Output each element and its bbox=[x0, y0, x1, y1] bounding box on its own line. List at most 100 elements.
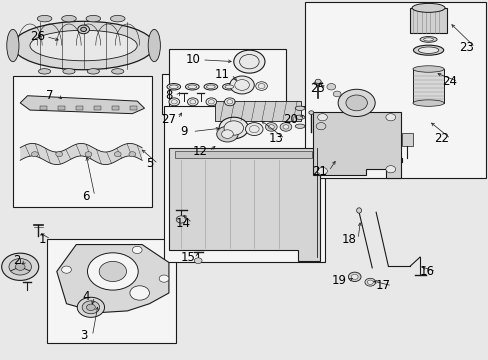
Text: 5: 5 bbox=[145, 157, 153, 170]
Circle shape bbox=[221, 130, 233, 138]
Circle shape bbox=[245, 123, 263, 135]
Ellipse shape bbox=[315, 79, 321, 84]
Text: 8: 8 bbox=[165, 89, 172, 102]
Text: 24: 24 bbox=[441, 75, 456, 88]
Ellipse shape bbox=[417, 47, 438, 53]
Ellipse shape bbox=[423, 38, 432, 41]
Circle shape bbox=[332, 91, 340, 97]
Circle shape bbox=[77, 297, 104, 318]
Text: 21: 21 bbox=[312, 165, 327, 177]
Text: 4: 4 bbox=[82, 290, 90, 303]
Circle shape bbox=[234, 80, 249, 90]
Ellipse shape bbox=[206, 85, 215, 89]
Circle shape bbox=[255, 82, 267, 90]
Circle shape bbox=[132, 246, 142, 253]
Bar bbox=[175, 150, 311, 158]
Bar bbox=[47, 239, 176, 343]
Ellipse shape bbox=[148, 30, 160, 62]
Bar bbox=[163, 107, 325, 262]
Text: 9: 9 bbox=[180, 125, 187, 138]
Circle shape bbox=[249, 126, 259, 133]
Ellipse shape bbox=[166, 84, 180, 90]
Ellipse shape bbox=[412, 100, 443, 106]
Ellipse shape bbox=[224, 85, 233, 89]
Bar bbox=[13, 76, 152, 207]
Bar bbox=[305, 3, 485, 178]
Circle shape bbox=[229, 76, 254, 94]
Circle shape bbox=[87, 253, 138, 290]
Circle shape bbox=[268, 125, 274, 129]
Circle shape bbox=[205, 98, 216, 106]
Circle shape bbox=[189, 100, 195, 104]
Circle shape bbox=[1, 253, 39, 280]
Polygon shape bbox=[168, 148, 320, 261]
Circle shape bbox=[61, 266, 71, 273]
Circle shape bbox=[82, 301, 100, 314]
Ellipse shape bbox=[411, 3, 444, 12]
Circle shape bbox=[385, 166, 395, 173]
Circle shape bbox=[347, 272, 360, 282]
Ellipse shape bbox=[295, 106, 305, 111]
Text: 3: 3 bbox=[80, 329, 87, 342]
Circle shape bbox=[350, 274, 357, 279]
Text: 27: 27 bbox=[161, 113, 176, 126]
Circle shape bbox=[194, 258, 202, 264]
Polygon shape bbox=[57, 244, 168, 313]
Circle shape bbox=[130, 286, 149, 300]
Bar bbox=[409, 8, 446, 33]
Circle shape bbox=[345, 95, 366, 111]
Ellipse shape bbox=[87, 69, 99, 74]
Text: 1: 1 bbox=[39, 233, 46, 246]
Circle shape bbox=[187, 98, 198, 106]
Circle shape bbox=[114, 152, 121, 157]
Circle shape bbox=[78, 25, 89, 34]
Text: 18: 18 bbox=[341, 233, 356, 246]
Ellipse shape bbox=[61, 15, 76, 22]
Circle shape bbox=[280, 123, 291, 131]
Text: 13: 13 bbox=[268, 132, 283, 145]
Ellipse shape bbox=[169, 85, 178, 89]
Circle shape bbox=[317, 167, 327, 175]
Circle shape bbox=[283, 125, 288, 129]
Circle shape bbox=[81, 27, 86, 32]
Ellipse shape bbox=[412, 66, 443, 72]
Ellipse shape bbox=[185, 84, 199, 90]
Ellipse shape bbox=[203, 84, 217, 90]
Circle shape bbox=[233, 50, 264, 73]
Bar bbox=[112, 106, 119, 110]
Bar bbox=[161, 74, 246, 114]
Circle shape bbox=[385, 114, 395, 121]
Text: 11: 11 bbox=[215, 68, 229, 81]
Circle shape bbox=[226, 100, 232, 104]
Bar bbox=[401, 134, 412, 146]
Text: 22: 22 bbox=[434, 132, 448, 145]
Circle shape bbox=[168, 98, 179, 106]
Circle shape bbox=[216, 126, 238, 142]
Ellipse shape bbox=[37, 15, 52, 22]
Ellipse shape bbox=[413, 45, 443, 55]
Bar bbox=[40, 106, 47, 110]
Text: 10: 10 bbox=[185, 53, 201, 66]
Circle shape bbox=[56, 152, 62, 157]
Ellipse shape bbox=[30, 30, 137, 61]
Ellipse shape bbox=[222, 84, 236, 90]
Ellipse shape bbox=[111, 69, 123, 74]
Text: 16: 16 bbox=[419, 265, 434, 278]
Circle shape bbox=[316, 123, 325, 130]
Text: 12: 12 bbox=[193, 145, 208, 158]
Circle shape bbox=[208, 100, 214, 104]
Ellipse shape bbox=[13, 21, 154, 70]
Circle shape bbox=[15, 263, 25, 270]
Circle shape bbox=[99, 261, 126, 282]
Text: 25: 25 bbox=[309, 82, 325, 95]
Text: 14: 14 bbox=[176, 216, 191, 230]
Ellipse shape bbox=[295, 115, 305, 120]
Text: 17: 17 bbox=[375, 279, 390, 292]
Polygon shape bbox=[312, 112, 400, 178]
Circle shape bbox=[219, 117, 248, 139]
Text: 20: 20 bbox=[283, 113, 298, 126]
Circle shape bbox=[129, 152, 136, 157]
Bar bbox=[215, 101, 300, 121]
Circle shape bbox=[224, 121, 243, 135]
Bar bbox=[58, 106, 65, 110]
